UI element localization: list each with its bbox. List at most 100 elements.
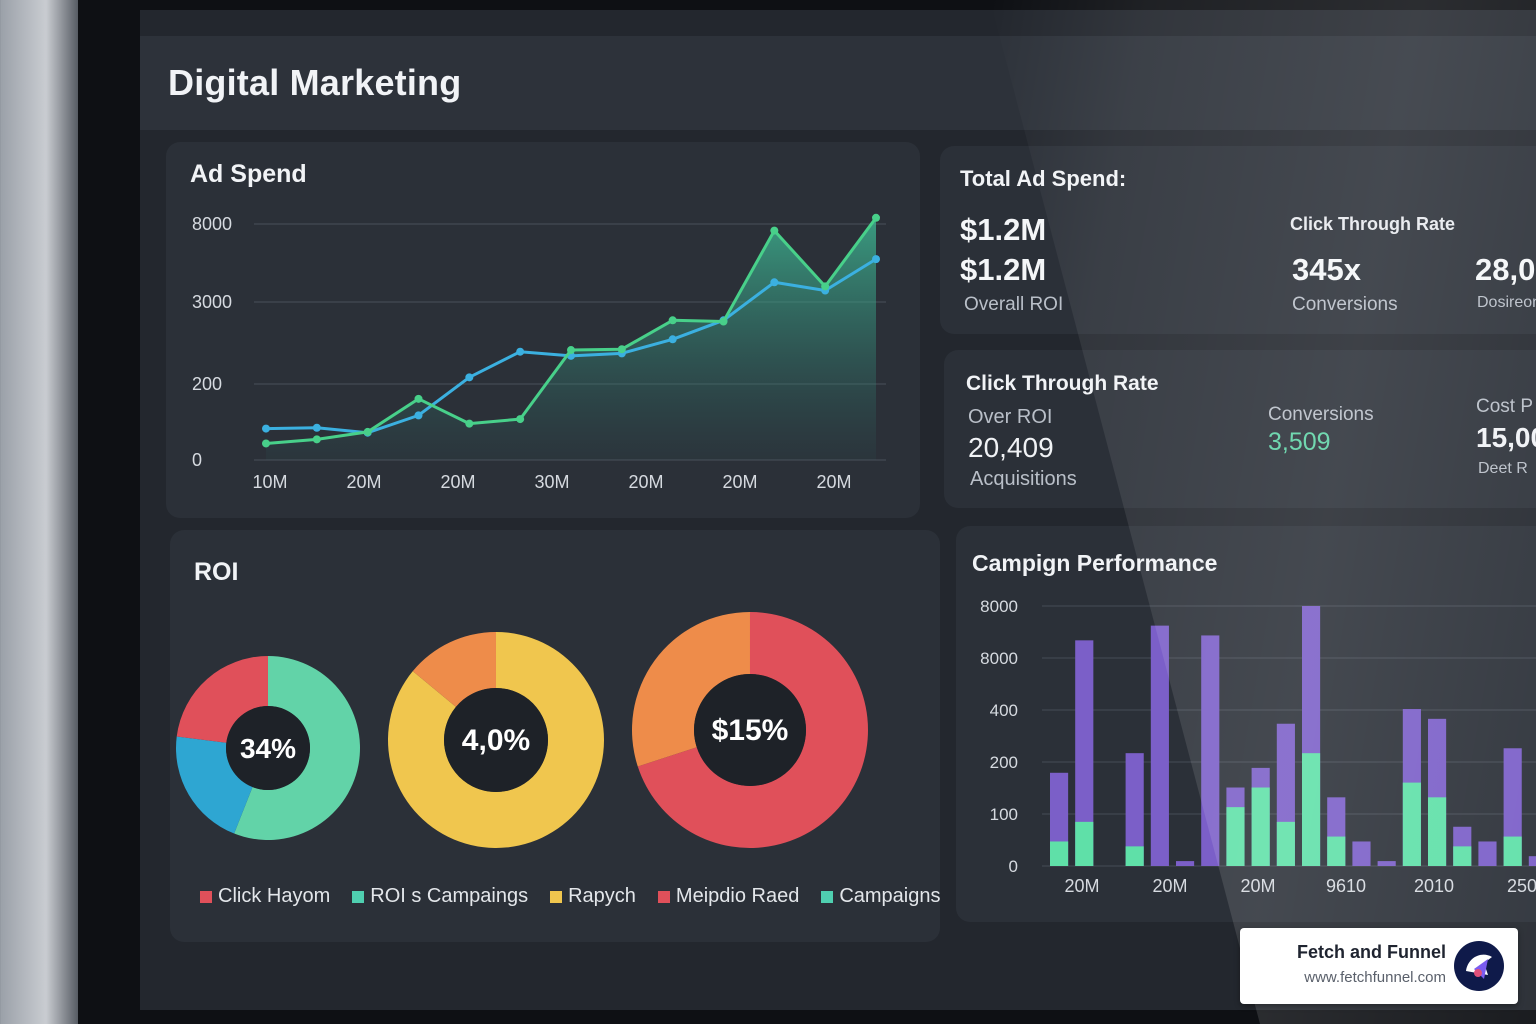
pie-slice	[234, 656, 361, 840]
legend-item: Campaigns	[821, 885, 941, 908]
x-tick-label: 10M	[252, 472, 287, 492]
overall-roi-label: Overall ROI	[964, 294, 1064, 315]
data-point	[312, 435, 321, 444]
bar	[1251, 787, 1270, 866]
data-point	[668, 316, 677, 325]
dashboard-header: Digital Marketing	[140, 36, 1536, 130]
logo-accent-shape	[1474, 959, 1488, 979]
bar	[1352, 841, 1371, 866]
bar	[1226, 807, 1245, 866]
pie-slice	[637, 612, 869, 848]
x-tick-label: 250	[1507, 876, 1536, 896]
acquisitions-label: Acquisitions	[970, 468, 1077, 490]
x-tick-label: 20M	[1152, 876, 1187, 896]
cost-per-sub-label: Deet R	[1478, 460, 1528, 477]
extra-metric-label: Dosireon	[1477, 294, 1536, 311]
bar	[1276, 821, 1295, 866]
campaign-bar-chart: 0 100 200 400 8000 8000 20M 20M 20M 9610 2010 250	[980, 597, 1536, 896]
legend-swatch	[200, 890, 212, 903]
donut-center-label: 34%	[240, 733, 296, 764]
donut-hole	[444, 688, 548, 792]
pie-slice	[412, 632, 496, 707]
conversions-label: Conversions	[1292, 294, 1398, 315]
x-tick-label: 20M	[1064, 876, 1099, 896]
legend-item: Meipdio Raed	[657, 885, 800, 908]
bar	[1075, 640, 1094, 866]
bar	[1201, 635, 1220, 866]
x-tick-label: 20M	[816, 472, 851, 492]
bar	[1150, 625, 1169, 866]
total-ad-spend-value-1: $1.2M	[960, 212, 1047, 247]
y-tick-label: 8000	[192, 214, 232, 234]
bar	[1478, 841, 1497, 866]
roi-legend: Click Hayom ROI s Campaings Rapych Meipd…	[200, 885, 941, 908]
bar	[1176, 861, 1195, 866]
ctr-value: 345x	[1292, 252, 1361, 287]
data-point	[668, 335, 677, 344]
bar	[1125, 846, 1144, 866]
legend-label: Click Hayom	[218, 885, 331, 907]
y-tick-label: 3000	[192, 292, 232, 312]
y-tick-label: 0	[1009, 857, 1018, 876]
legend-swatch	[821, 890, 834, 903]
data-point	[872, 255, 880, 264]
donut-center-label: $15%	[712, 714, 789, 747]
data-point	[770, 226, 779, 235]
data-point	[465, 373, 474, 382]
over-roi-label: Over ROI	[968, 406, 1053, 428]
data-point	[312, 423, 321, 432]
dashboard-screen: Digital Marketing Ad Spend 0 200 3000 8000 1…	[140, 10, 1536, 1010]
ad-spend-line-chart: 0 200 3000 8000 10M 20M 20M 30M 20M 20M 20M	[192, 213, 886, 492]
bar	[1428, 797, 1447, 866]
legend-item: ROI s Campaings	[352, 885, 528, 908]
brand-url[interactable]: www.fetchfunnel.com	[1304, 969, 1446, 986]
data-point	[872, 213, 880, 222]
paw-cursor-icon	[1454, 941, 1504, 991]
brand-badge[interactable]: Fetch and Funnel www.fetchfunnel.com	[1240, 928, 1518, 1004]
brand-name: Fetch and Funnel	[1296, 942, 1446, 962]
x-tick-label: 20M	[1240, 876, 1275, 896]
legend-label: Meipdio Raed	[675, 885, 800, 907]
x-tick-label: 2010	[1414, 876, 1454, 896]
bar	[1453, 846, 1472, 866]
data-point	[414, 411, 423, 420]
bar	[1075, 821, 1094, 866]
y-tick-label: 0	[192, 450, 202, 470]
data-point	[567, 346, 575, 355]
campaign-performance-title: Campign Performance	[972, 550, 1218, 576]
bar	[1377, 861, 1396, 866]
bar	[1327, 836, 1346, 866]
legend-label: ROI s Campaings	[370, 885, 529, 907]
x-tick-label: 20M	[440, 472, 475, 492]
legend-swatch	[550, 890, 563, 903]
y-tick-label: 400	[990, 701, 1018, 720]
bar	[1503, 836, 1522, 866]
logo-graphic	[1466, 954, 1492, 979]
extra-metric-value: 28,0	[1475, 252, 1536, 287]
ctr-card-title: Click Through Rate	[966, 372, 1159, 395]
ad-spend-area	[266, 217, 876, 460]
ctr-conversions-label: Conversions	[1268, 404, 1374, 425]
click-through-rate-card: Click Through Rate Over ROI 20,409 Acqui…	[944, 350, 1536, 508]
ad-spend-card: Ad Spend 0 200 3000 8000 10M 20M 20M 30M 20M 20M 2…	[166, 142, 920, 518]
data-point	[465, 419, 474, 428]
legend-swatch	[657, 890, 670, 903]
pie-slice	[388, 632, 604, 848]
campaign-performance-card: Campign Performance 0 100 200 400 8000 8000 20…	[956, 526, 1536, 922]
ctr-label: Click Through Rate	[1290, 214, 1456, 234]
legend-item: Click Hayom	[200, 885, 330, 908]
pie-slice	[176, 736, 253, 834]
bar	[1528, 856, 1536, 866]
data-point	[516, 415, 525, 424]
legend-swatch	[352, 890, 365, 903]
ctr-card-value: 20,409	[968, 432, 1054, 463]
data-point	[516, 347, 525, 356]
legend-label: Campaigns	[839, 885, 941, 907]
donut-center-label: 4,0%	[462, 724, 530, 757]
donut-hole	[226, 706, 310, 790]
roi-donut-charts: 34% 4,0% $15%	[176, 612, 869, 848]
x-tick-label: 20M	[628, 472, 663, 492]
data-point	[719, 317, 728, 326]
x-tick-label: 20M	[346, 472, 381, 492]
total-ad-spend-card: Total Ad Spend: $1.2M $1.2M Overall ROI …	[940, 146, 1536, 334]
